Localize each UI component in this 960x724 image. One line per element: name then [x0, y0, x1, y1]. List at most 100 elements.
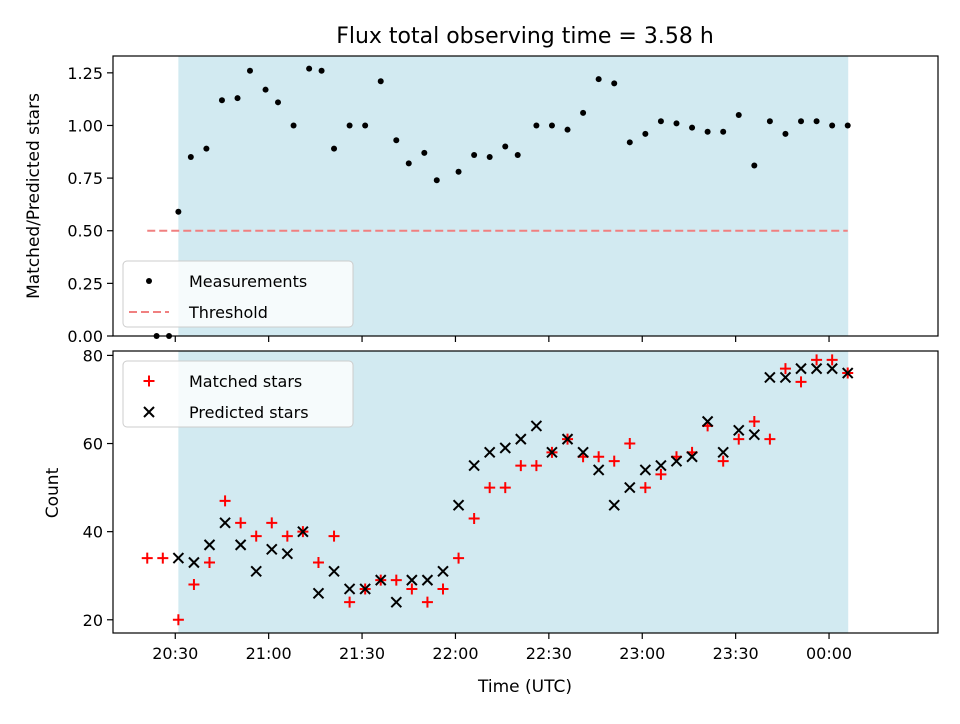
- x-tick-label: 21:00: [246, 644, 292, 663]
- x-marker: [452, 499, 465, 511]
- x-marker: [717, 446, 729, 459]
- measurement-point: [514, 151, 521, 158]
- predicted-stars-point: [842, 367, 854, 379]
- plus-marker: [344, 596, 356, 608]
- measurement-point: [626, 139, 633, 146]
- y-tick-label: 0.25: [67, 274, 103, 293]
- x-marker: [297, 525, 309, 538]
- matched-stars-point: [468, 512, 480, 524]
- x-marker: [639, 464, 652, 476]
- matched-stars-point: [157, 552, 169, 564]
- plus-marker: [811, 354, 823, 366]
- top-plot-panel: 0.00 0.25 0.50 0.75 1.00 1.25 Measurements Thre…: [67, 55, 939, 346]
- matched-stars-point: [795, 376, 807, 388]
- measurement-point: [346, 122, 353, 129]
- measurement-point: [580, 109, 587, 116]
- predicted-stars-point: [375, 574, 387, 586]
- y-tick-label: 0.00: [67, 327, 103, 346]
- plus-marker: [499, 482, 511, 494]
- matched-stars-point: [421, 596, 433, 608]
- predicted-stars-point: [297, 525, 309, 538]
- matched-stars-point: [499, 482, 511, 494]
- x-marker: [203, 539, 216, 551]
- x-marker: [826, 362, 838, 375]
- matched-stars-point: [281, 530, 293, 542]
- x-marker: [670, 455, 683, 467]
- x-marker: [483, 446, 496, 459]
- x-marker: [592, 464, 605, 476]
- measurement-point: [829, 122, 836, 129]
- matched-stars-point: [608, 455, 620, 467]
- plus-marker: [515, 460, 527, 472]
- x-marker: [328, 565, 340, 578]
- x-tick-label: 22:30: [526, 644, 572, 663]
- matched-stars-point: [390, 574, 402, 586]
- plus-marker: [764, 433, 776, 445]
- matched-stars-point: [204, 557, 216, 568]
- x-marker: [655, 459, 667, 472]
- matched-stars-point: [250, 530, 262, 542]
- x-marker: [733, 424, 745, 437]
- x-marker: [250, 565, 262, 578]
- plus-marker: [593, 451, 605, 463]
- x-marker: [281, 547, 294, 560]
- predicted-stars-point: [577, 446, 589, 459]
- predicted-stars-point: [172, 552, 185, 564]
- measurement-point: [642, 130, 649, 137]
- matched-stars-point: [530, 460, 542, 472]
- plus-marker: [204, 557, 216, 568]
- measurement-point: [471, 151, 478, 158]
- predicted-stars-point: [530, 420, 543, 432]
- predicted-stars-point: [764, 371, 776, 384]
- predicted-stars-point: [779, 371, 792, 384]
- matched-stars-point: [312, 557, 324, 568]
- x-marker: [375, 574, 387, 586]
- matched-stars-point: [328, 530, 340, 542]
- plus-marker: [406, 583, 418, 595]
- matched-stars-point: [406, 583, 418, 595]
- predicted-stars-point: [733, 424, 745, 437]
- measurement-point: [657, 118, 664, 125]
- predicted-stars-point: [483, 446, 496, 459]
- measurement-point: [362, 122, 369, 129]
- x-marker: [390, 596, 403, 608]
- legend-label: Predicted stars: [189, 403, 309, 422]
- matched-stars-point: [748, 416, 760, 427]
- x-marker: [530, 420, 543, 432]
- x-marker: [172, 552, 185, 564]
- x-marker: [842, 367, 854, 379]
- measurement-point: [595, 76, 602, 83]
- predicted-stars-point: [266, 543, 278, 555]
- measurement-point: [782, 130, 789, 137]
- matched-stars-point: [779, 363, 791, 375]
- measurement-point: [306, 65, 313, 72]
- plus-marker: [235, 517, 247, 529]
- predicted-stars-point: [624, 481, 636, 494]
- matched-stars-point: [593, 451, 605, 463]
- x-tick-label: 00:00: [806, 644, 852, 663]
- predicted-stars-point: [717, 446, 729, 459]
- x-marker: [266, 543, 278, 555]
- plus-marker: [608, 455, 620, 467]
- measurement-point: [318, 67, 325, 74]
- legend-box: [122, 260, 354, 328]
- measurement-point: [751, 162, 758, 169]
- y-tick-label: 80: [83, 346, 103, 365]
- measurement-point: [611, 80, 618, 87]
- measurement-point: [720, 128, 727, 135]
- x-marker: [546, 446, 558, 459]
- measurement-point: [689, 124, 696, 131]
- measurement-point: [766, 118, 773, 125]
- x-marker: [515, 433, 527, 445]
- x-marker: [437, 565, 449, 578]
- matched-stars-point: [172, 614, 184, 626]
- matched-stars-point: [624, 438, 636, 450]
- legend-dot-marker: [146, 278, 152, 284]
- x-marker: [577, 446, 589, 459]
- plus-marker: [219, 495, 231, 507]
- plus-marker: [390, 574, 402, 586]
- matched-stars-point: [484, 482, 496, 494]
- x-marker: [779, 371, 792, 384]
- predicted-stars-point: [655, 459, 667, 472]
- plus-marker: [437, 583, 449, 595]
